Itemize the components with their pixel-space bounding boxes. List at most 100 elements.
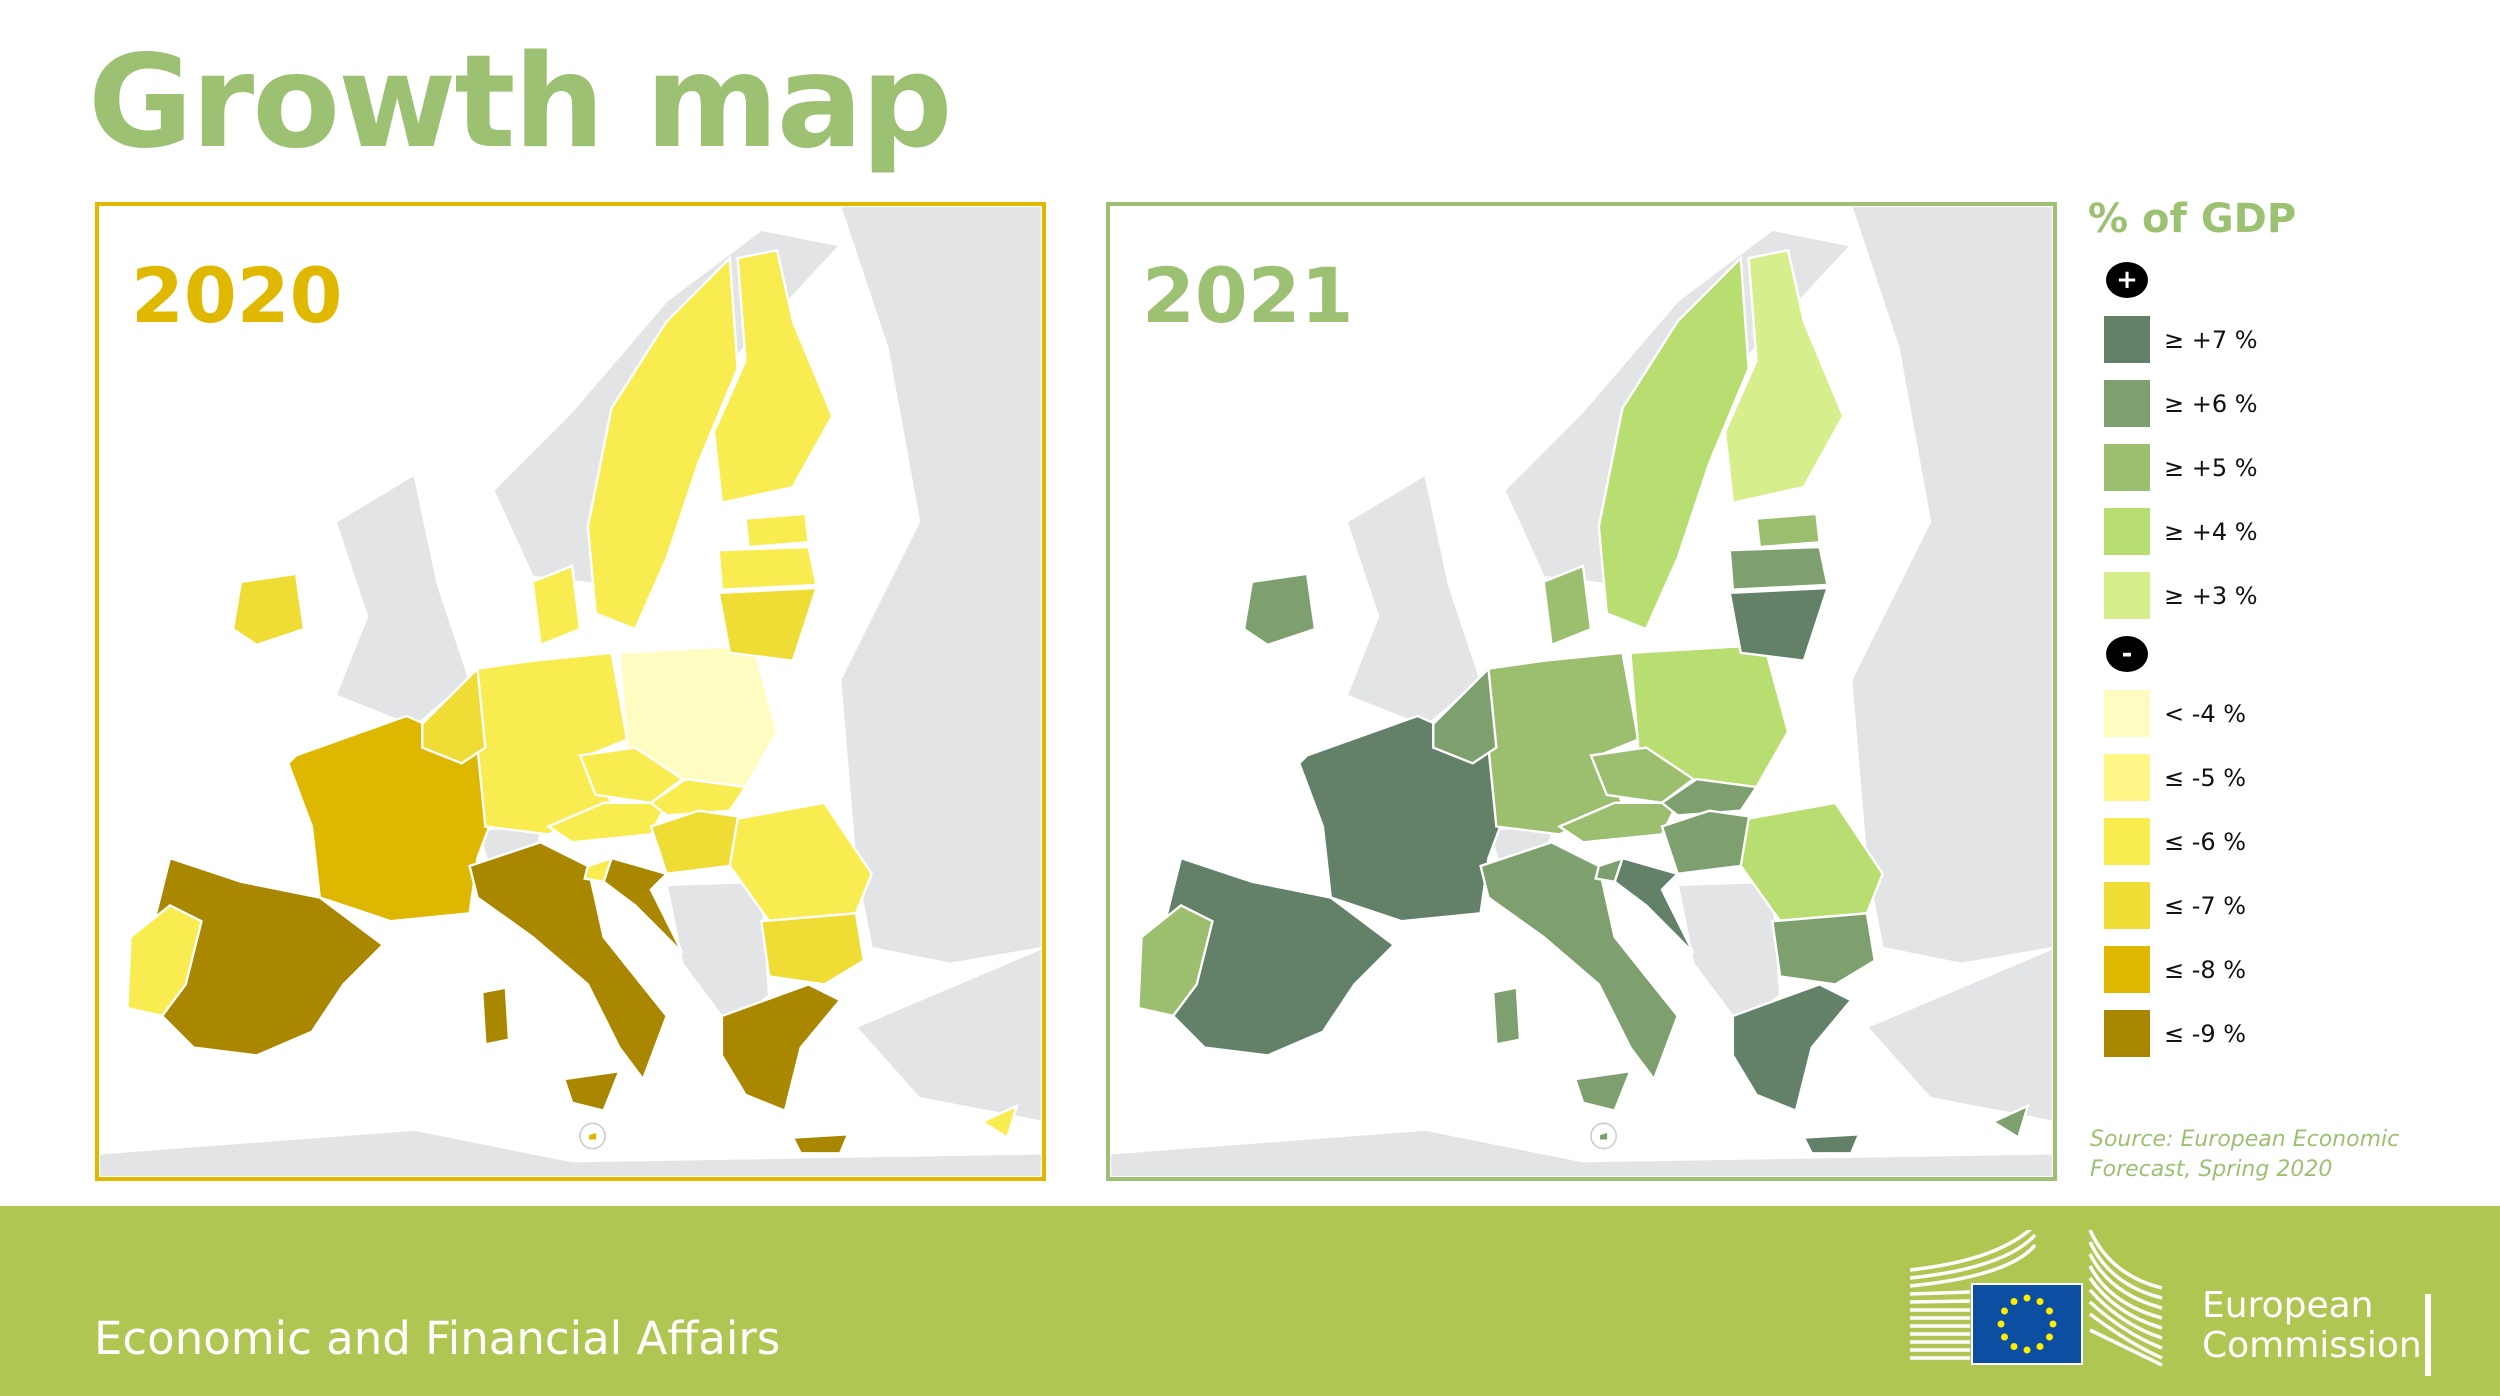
country-si [1594,856,1625,884]
country-fi [712,248,834,505]
country-dk [531,564,582,647]
country-be [1432,666,1498,765]
country-ie [1242,572,1317,647]
eu-star-icon [2000,1333,2008,1341]
country-lv [717,545,818,591]
country-gr [720,983,850,1155]
country-se [586,255,739,631]
legend-label: ≤ -9 % [2164,1019,2247,1048]
non-eu-land [334,472,471,729]
eu-star-icon [2000,1307,2008,1315]
malta-inset-circle [1590,1122,1617,1150]
eu-star-icon [2049,1320,2057,1328]
logo-divider [2425,1294,2431,1376]
legend-label: ≥ +4 % [2164,517,2258,546]
eu-star-icon [2023,1294,2031,1302]
malta-inset-circle [579,1122,606,1150]
legend-item: ≤ -8 % [2088,946,2488,993]
legend-label: ≤ -7 % [2164,891,2247,920]
non-eu-land [838,206,1042,966]
legend-item: ≤ -5 % [2088,754,2488,801]
legend-label: ≥ +7 % [2164,325,2258,354]
year-label-2021: 2021 [1142,251,1354,340]
non-eu-land [1345,472,1482,729]
country-ie [231,572,306,647]
non-eu-land [1864,946,2053,1123]
country-ee [1755,512,1821,549]
source-line-2: Forecast, Spring 2020 [2090,1157,2333,1182]
country-mt [586,1129,599,1142]
legend-swatch [2104,572,2150,619]
country-bg [1770,912,1877,986]
eu-star-icon [2046,1333,2054,1341]
eu-star-icon [2046,1307,2054,1315]
eu-star-icon [2010,1343,2018,1351]
plus-icon: + [2106,262,2148,298]
source-note: Source: European Economic Forecast, Spri… [2090,1125,2399,1185]
footer: Economic and Financial Affairs European … [0,1206,2500,1396]
eu-star-icon [2036,1343,2044,1351]
non-eu-land [1110,1128,2053,1177]
legend-label: < -4 % [2164,699,2247,728]
legend-label: ≤ -5 % [2164,763,2247,792]
country-lt [1728,586,1830,663]
legend-title: % of GDP [2088,196,2297,242]
year-label-2020: 2020 [131,251,343,340]
eu-star-icon [2010,1297,2018,1305]
country-dk [1542,564,1593,647]
country-be [421,666,487,765]
country-at [1556,801,1680,844]
country-bg [759,912,866,986]
legend-label: ≤ -6 % [2164,827,2247,856]
legend-swatch [2104,882,2150,929]
legend-swatch [2104,508,2150,555]
legend-swatch [2104,946,2150,993]
country-ee [744,512,810,549]
map-panel-2021: 2021 [1106,202,2057,1181]
legend-item: ≥ +5 % [2088,444,2488,491]
legend-swatch [2104,818,2150,865]
europe-map-2021 [1110,206,2053,1177]
legend-swatch [2104,690,2150,737]
eu-star-icon [1997,1320,2005,1328]
country-mt [1597,1129,1610,1142]
legend: % of GDP + ≥ +7 % ≥ +6 % ≥ +5 % ≥ +4 % ≥ +3 … [2088,196,2488,1074]
legend-swatch [2104,380,2150,427]
country-cy [1990,1103,2030,1140]
country-se [1597,255,1750,631]
country-lt [717,586,819,663]
country-lv [1728,545,1829,591]
country-sk [648,777,748,817]
country-it [468,841,669,1113]
country-at [545,801,669,844]
country-fi [1723,248,1845,505]
legend-item: ≤ -7 % [2088,882,2488,929]
non-eu-land [853,946,1042,1123]
legend-label: ≥ +3 % [2164,581,2258,610]
legend-label: ≥ +5 % [2164,453,2258,482]
legend-item: < -4 % [2088,690,2488,737]
country-pt [1137,904,1214,1018]
page-title: Growth map [88,28,953,177]
source-line-1: Source: European Economic [2090,1127,2400,1152]
country-pt [126,904,203,1018]
country-it [1479,841,1680,1113]
legend-swatch [2104,1010,2150,1057]
non-eu-land [99,1128,1042,1177]
commission-building-icon [1909,1223,2163,1367]
country-sk [1659,777,1759,817]
legend-label: ≤ -8 % [2164,955,2247,984]
europe-map-2020 [99,206,1042,1177]
map-panel-2020: 2020 [95,202,1046,1181]
legend-item: ≥ +7 % [2088,316,2488,363]
legend-item: ≤ -6 % [2088,818,2488,865]
footer-department: Economic and Financial Affairs [94,1312,781,1365]
legend-item: ≥ +6 % [2088,380,2488,427]
logo-text-commission: Commission [2202,1325,2422,1366]
non-eu-land [1849,206,2053,966]
legend-item: ≥ +4 % [2088,508,2488,555]
eu-star-icon [2023,1346,2031,1354]
legend-swatch [2104,316,2150,363]
logo-text-european: European [2202,1285,2374,1326]
legend-item: ≤ -9 % [2088,1010,2488,1057]
